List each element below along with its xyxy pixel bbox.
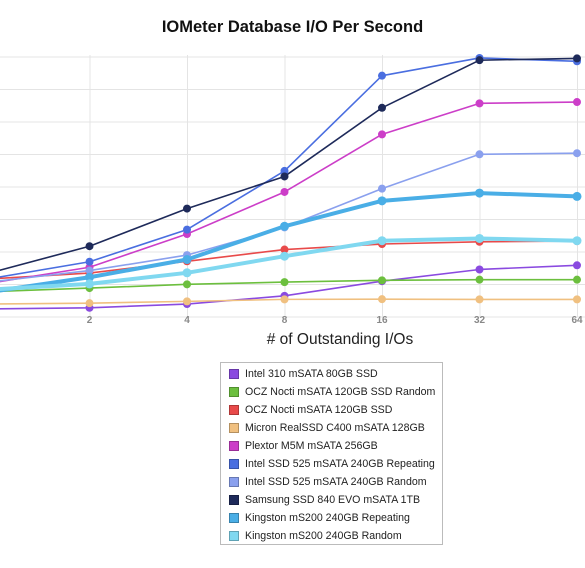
data-point (280, 278, 289, 287)
data-point (573, 98, 581, 107)
legend-label: Plextor M5M mSATA 256GB (245, 440, 378, 452)
data-point (378, 276, 386, 285)
data-point (280, 245, 289, 254)
data-point (378, 103, 386, 112)
legend-item[interactable]: Intel SSD 525 mSATA 240GB Random (229, 473, 442, 491)
legend-swatch (229, 405, 239, 415)
data-point (475, 56, 484, 65)
x-tick-label: 2 (87, 315, 93, 326)
data-point (85, 242, 94, 251)
data-point (183, 280, 191, 289)
x-tick-label: 64 (571, 315, 583, 326)
legend-label: Micron RealSSD C400 mSATA 128GB (245, 422, 425, 434)
x-tick-label: 4 (184, 315, 190, 326)
legend-swatch (229, 423, 239, 433)
data-point (85, 266, 94, 275)
legend-label: Kingston mS200 240GB Random (245, 530, 402, 542)
data-point (475, 265, 484, 274)
data-point (378, 71, 386, 80)
legend: Intel 310 mSATA 80GB SSD OCZ Nocti mSATA … (220, 362, 443, 545)
data-point (280, 251, 289, 261)
legend-item[interactable]: OCZ Nocti mSATA 120GB SSD Random (229, 383, 442, 401)
chart-title: IOMeter Database I/O Per Second (161, 18, 424, 36)
legend-swatch (229, 477, 239, 487)
legend-label: Intel 310 mSATA 80GB SSD (245, 368, 378, 380)
data-point (183, 297, 191, 306)
data-point (378, 295, 386, 304)
data-point (573, 295, 581, 304)
legend-item[interactable]: OCZ Nocti mSATA 120GB SSD (229, 401, 442, 419)
legend-item[interactable]: Intel SSD 525 mSATA 240GB Repeating (229, 455, 442, 473)
legend-label: Kingston mS200 240GB Repeating (245, 512, 410, 524)
legend-item[interactable]: Kingston mS200 240GB Repeating (229, 509, 442, 527)
data-point (182, 255, 192, 265)
data-point (183, 225, 191, 234)
data-point (85, 257, 94, 266)
legend-item[interactable]: Samsung SSD 840 EVO mSATA 1TB (229, 491, 442, 509)
x-tick-label: 16 (376, 315, 388, 326)
data-point (85, 299, 94, 308)
legend-swatch (229, 459, 239, 469)
data-point (85, 279, 94, 289)
legend-label: Intel SSD 525 mSATA 240GB Random (245, 476, 427, 488)
data-point (280, 187, 289, 196)
data-point (85, 272, 94, 282)
legend-label: Samsung SSD 840 EVO mSATA 1TB (245, 494, 421, 506)
data-point (573, 54, 581, 63)
legend-label: OCZ Nocti mSATA 120GB SSD (245, 404, 393, 416)
legend-swatch (229, 513, 239, 523)
legend-swatch (229, 531, 239, 541)
legend-item[interactable]: Kingston mS200 240GB Random (229, 527, 442, 545)
data-point (280, 221, 289, 231)
legend-item[interactable]: Micron RealSSD C400 mSATA 128GB (229, 419, 442, 437)
x-axis-label: # of Outstanding I/Os (266, 331, 414, 348)
legend-label: OCZ Nocti mSATA 120GB SSD Random (245, 386, 436, 398)
x-tick-label: 8 (282, 315, 288, 326)
data-point (572, 191, 582, 201)
data-point (378, 184, 386, 193)
data-point (475, 295, 484, 304)
data-point (280, 295, 289, 304)
data-point (573, 275, 581, 284)
data-point (573, 149, 581, 158)
data-point (377, 196, 387, 206)
x-tick-label: 32 (474, 315, 486, 326)
plot-area: 2 4 8 16 32 64 (0, 53, 585, 326)
data-point (572, 236, 582, 246)
legend-item[interactable]: Plextor M5M mSATA 256GB (229, 437, 442, 455)
data-point (280, 166, 289, 175)
data-point (573, 261, 581, 270)
data-point (475, 233, 484, 243)
data-point (475, 150, 484, 159)
legend-swatch (229, 369, 239, 379)
data-point (378, 130, 386, 139)
legend-item[interactable]: Intel 310 mSATA 80GB SSD (229, 365, 442, 383)
data-point (475, 188, 484, 198)
data-point (377, 236, 387, 246)
data-point (475, 99, 484, 108)
data-point (183, 204, 191, 213)
data-point (475, 275, 484, 284)
legend-swatch (229, 495, 239, 505)
legend-label: Intel SSD 525 mSATA 240GB Repeating (245, 458, 435, 470)
data-point (182, 268, 192, 278)
data-point (280, 172, 289, 181)
legend-swatch (229, 441, 239, 451)
legend-swatch (229, 387, 239, 397)
